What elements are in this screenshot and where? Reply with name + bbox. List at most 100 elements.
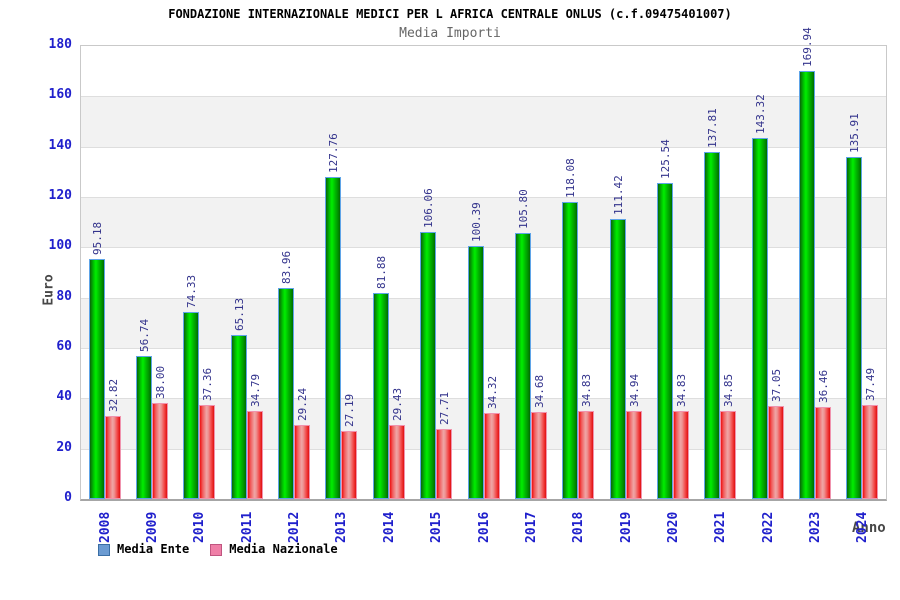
legend-swatch-media-nazionale <box>210 543 223 556</box>
bar-media-ente-2010 <box>183 311 200 499</box>
bar-column: 36.46 <box>815 46 832 499</box>
bar-column: 34.94 <box>625 46 642 499</box>
bar-media-ente-2014 <box>372 292 389 499</box>
bar-group-2014: 81.88 29.43 2014 <box>365 46 412 543</box>
y-tick-label: 20 <box>56 439 72 455</box>
bar-column: 143.32 <box>751 46 768 499</box>
bar-value-label: 169.94 <box>801 27 815 68</box>
legend: Media Ente Media Nazionale <box>98 543 338 556</box>
bar-value-label: 95.18 <box>90 222 104 256</box>
bar-media-nazionale-2010 <box>199 404 216 499</box>
bar-group-2009: 56.74 38.00 2009 <box>128 46 175 543</box>
bar-group-2020: 125.54 34.83 2020 <box>649 46 696 543</box>
bar-column: 125.54 <box>656 46 673 499</box>
bar-column: 34.79 <box>246 46 263 499</box>
bar-value-label: 37.49 <box>864 367 878 401</box>
x-tick-label-2012: 2012 <box>287 511 303 543</box>
bar-value-label: 38.00 <box>154 366 168 400</box>
bar-column: 37.49 <box>862 46 879 499</box>
bar-group-2013: 127.76 27.19 2013 <box>318 46 365 543</box>
gridline <box>81 96 886 98</box>
bar-media-nazionale-2018 <box>578 411 595 499</box>
x-tick-label-2021: 2021 <box>713 511 729 543</box>
bar-media-ente-2012 <box>278 287 295 499</box>
bar-media-nazionale-2022 <box>767 405 784 499</box>
bar-value-label: 32.82 <box>106 379 120 413</box>
y-tick-label: 160 <box>48 87 72 103</box>
bar-column: 83.96 <box>278 46 295 499</box>
bar-group-2012: 83.96 29.24 2012 <box>270 46 317 543</box>
bar-value-label: 125.54 <box>658 139 672 180</box>
bar-media-nazionale-2014 <box>388 424 405 499</box>
x-tick-label-2024: 2024 <box>855 511 871 543</box>
bar-value-label: 29.24 <box>296 388 310 422</box>
gridline <box>81 196 886 198</box>
bar-column: 29.43 <box>388 46 405 499</box>
y-tick-label: 40 <box>56 389 72 405</box>
bar-value-label: 100.39 <box>469 202 483 243</box>
bar-value-label: 34.83 <box>674 374 688 408</box>
bar-value-label: 81.88 <box>374 255 388 289</box>
bar-media-nazionale-2024 <box>862 404 879 499</box>
bar-media-nazionale-2023 <box>815 407 832 499</box>
y-tick-label: 180 <box>48 37 72 52</box>
bar-column: 34.32 <box>483 46 500 499</box>
y-tick-label: 140 <box>48 137 72 153</box>
bar-value-label: 36.46 <box>817 370 831 404</box>
x-tick-label-2011: 2011 <box>239 511 255 543</box>
bar-value-label: 37.36 <box>201 367 215 401</box>
bar-value-label: 34.85 <box>722 374 736 408</box>
bar-group-2024: 135.91 37.49 2024 <box>839 46 886 543</box>
bar-column: 32.82 <box>104 46 121 499</box>
bar-column: 127.76 <box>325 46 342 499</box>
x-tick-label-2017: 2017 <box>523 511 539 543</box>
bar-column: 169.94 <box>799 28 816 499</box>
bar-media-nazionale-2019 <box>625 411 642 499</box>
bar-value-label: 135.91 <box>848 113 862 153</box>
bar-value-label: 111.42 <box>611 174 625 215</box>
bar-media-nazionale-2016 <box>483 412 500 499</box>
bar-media-nazionale-2021 <box>720 411 737 499</box>
bar-column: 38.00 <box>152 46 169 499</box>
bar-value-label: 65.13 <box>232 297 246 332</box>
bar-column: 118.08 <box>562 46 579 499</box>
bar-column: 29.24 <box>294 46 311 499</box>
bar-value-label: 83.96 <box>280 250 294 284</box>
bar-value-label: 118.08 <box>564 158 578 198</box>
bar-media-ente-2024 <box>846 156 863 499</box>
bar-media-ente-2019 <box>609 218 626 499</box>
bar-column: 34.83 <box>672 46 689 499</box>
bar-value-label: 74.33 <box>185 274 199 308</box>
plot-band <box>81 96 886 147</box>
bar-column: 27.71 <box>436 46 453 499</box>
bar-column: 135.91 <box>846 46 863 499</box>
bar-column: 111.42 <box>609 46 626 499</box>
bar-value-label: 29.43 <box>390 387 404 421</box>
bar-value-label: 34.79 <box>248 374 262 408</box>
bar-column: 34.85 <box>720 46 737 499</box>
bar-media-nazionale-2015 <box>436 429 453 499</box>
x-tick-label-2015: 2015 <box>429 511 445 543</box>
bar-value-label: 143.32 <box>753 94 767 135</box>
x-tick-label-2010: 2010 <box>192 511 208 543</box>
x-tick-label-2023: 2023 <box>808 511 824 543</box>
chart-subtitle: Media Importi <box>399 26 501 41</box>
y-tick-label: 60 <box>56 338 72 354</box>
bar-group-2019: 111.42 34.94 2019 <box>602 46 649 543</box>
bar-media-ente-2023 <box>799 71 816 499</box>
bar-media-ente-2009 <box>136 356 153 499</box>
bar-column: 34.68 <box>530 46 547 499</box>
bar-column: 95.18 <box>88 46 105 499</box>
bar-value-label: 127.76 <box>327 133 341 174</box>
bar-media-ente-2017 <box>514 232 531 499</box>
bar-group-2017: 105.80 34.68 2017 <box>507 46 554 543</box>
bar-groups-container: 95.18 32.82 2008 56.74 38.00 2009 74.33 37.36 20… <box>81 28 886 543</box>
y-tick-label: 80 <box>56 288 72 304</box>
bar-column: 34.83 <box>578 46 595 499</box>
x-tick-label-2016: 2016 <box>476 511 492 543</box>
plot-area: 95.18 32.82 2008 56.74 38.00 2009 74.33 37.36 20… <box>80 28 887 543</box>
bar-media-ente-2018 <box>562 201 579 499</box>
bar-value-label: 34.32 <box>485 375 499 409</box>
x-axis-title: Anno <box>852 520 886 536</box>
